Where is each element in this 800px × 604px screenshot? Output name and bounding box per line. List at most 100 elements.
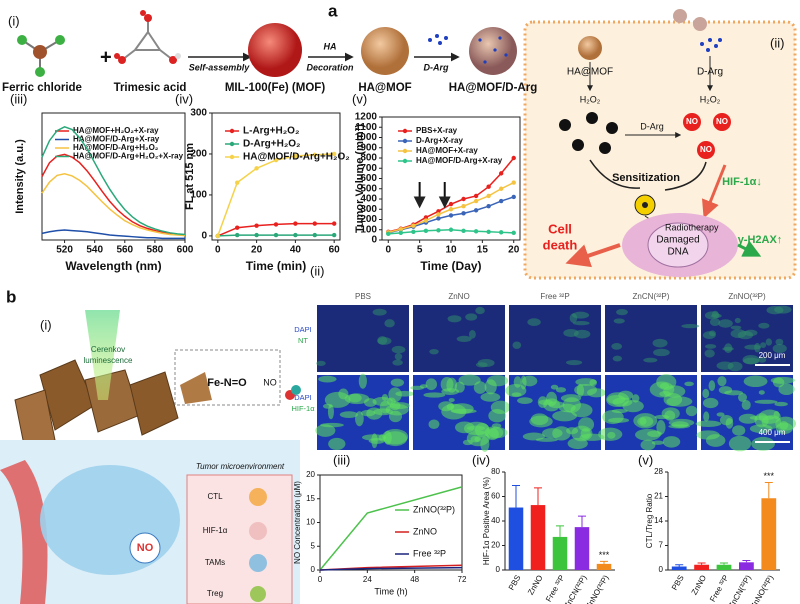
texture xyxy=(391,345,406,354)
panel-label: (i) xyxy=(8,13,20,28)
texture xyxy=(758,390,765,395)
legend-label: HA@MOF/D-Arg+H₂O₂+X-ray xyxy=(73,152,184,161)
y-tick-label: 400 xyxy=(360,194,377,205)
point xyxy=(312,221,317,226)
point xyxy=(254,166,259,171)
y-tick-label: 21 xyxy=(654,492,663,501)
texture xyxy=(730,329,747,339)
texture xyxy=(328,437,346,450)
y-tick-label: 0 xyxy=(496,565,501,574)
texture xyxy=(728,435,752,452)
texture xyxy=(616,309,628,316)
no-label: NO xyxy=(700,145,712,154)
texture xyxy=(428,419,440,429)
series-line xyxy=(41,229,185,240)
texture xyxy=(754,413,769,428)
point xyxy=(436,212,441,217)
texture xyxy=(550,384,559,390)
texture xyxy=(458,374,481,386)
bar xyxy=(671,566,687,570)
panel-label: (iv) xyxy=(175,91,193,106)
texture xyxy=(574,383,598,396)
texture xyxy=(410,385,425,390)
y-tick-label: 100 xyxy=(360,224,377,235)
series-line xyxy=(388,157,515,233)
texture xyxy=(324,391,351,408)
x-tick-label: ZnCN(³²P) xyxy=(562,573,588,604)
texture xyxy=(552,410,577,422)
label: Cerenkov xyxy=(91,345,125,354)
texture xyxy=(372,308,387,316)
texture xyxy=(734,317,741,324)
bar xyxy=(596,563,612,570)
plot-frame xyxy=(211,112,341,241)
label: DNA xyxy=(667,247,688,258)
bar xyxy=(761,498,777,570)
error-bar xyxy=(600,560,608,564)
x-tick-label: 5 xyxy=(417,245,423,256)
point xyxy=(436,209,441,214)
column-label: PBS xyxy=(355,292,371,301)
texture xyxy=(685,405,698,417)
texture xyxy=(775,422,793,435)
texture xyxy=(774,305,792,314)
column-label: ZnNO(³²P) xyxy=(728,292,766,301)
point xyxy=(436,216,441,221)
point xyxy=(473,198,479,204)
point xyxy=(511,180,516,185)
micrographs xyxy=(315,305,797,452)
x-tick-label: Free ³²P xyxy=(544,574,566,604)
point xyxy=(473,208,479,213)
step-label: HA xyxy=(324,41,337,51)
bar xyxy=(508,507,524,570)
texture xyxy=(480,392,501,402)
point xyxy=(511,155,516,161)
point xyxy=(273,232,279,238)
texture xyxy=(774,401,788,407)
error-bar xyxy=(697,562,706,565)
legend-label: D-Arg+X-ray xyxy=(416,136,463,145)
label: NO xyxy=(137,542,154,554)
texture xyxy=(358,373,367,389)
diagram-b-art xyxy=(0,310,301,604)
texture xyxy=(475,306,485,315)
x-tick-label: 0 xyxy=(385,245,391,256)
texture xyxy=(732,425,746,436)
texture xyxy=(522,432,546,441)
x-tick-label: ZnNO xyxy=(526,574,544,597)
texture xyxy=(716,412,725,417)
x-tick-label: 520 xyxy=(56,245,73,256)
row-label: NT xyxy=(298,336,308,345)
error-bar xyxy=(512,484,520,508)
texture xyxy=(702,397,719,409)
texture xyxy=(394,353,403,361)
step-label: Self-assembly xyxy=(189,62,251,72)
texture xyxy=(684,381,694,387)
step-label: Decoration xyxy=(306,62,354,72)
point xyxy=(235,180,240,185)
x-axis-label: Time (h) xyxy=(374,586,407,596)
legend-label: HA@MOF/D-Arg+X-ray xyxy=(73,135,160,144)
point xyxy=(461,203,466,209)
texture xyxy=(361,434,387,441)
x-tick-label: ZnCN(³²P) xyxy=(727,573,753,604)
texture xyxy=(719,415,733,426)
label: NO xyxy=(263,377,277,387)
y-axis-label: Intensity (a.u.) xyxy=(14,139,26,214)
texture xyxy=(468,330,476,339)
label: luminescence xyxy=(84,356,133,365)
x-tick-label: 540 xyxy=(86,245,103,256)
series-line xyxy=(41,125,186,236)
error-bar xyxy=(578,515,586,528)
texture xyxy=(772,377,785,388)
y-tick-label: 10 xyxy=(306,518,315,527)
y-tick-label: 0 xyxy=(201,231,207,242)
point xyxy=(398,230,404,236)
texture xyxy=(448,398,455,403)
point xyxy=(511,194,516,200)
texture xyxy=(749,424,773,434)
x-tick-label: PBS xyxy=(507,574,523,592)
legend-label: D-Arg+H₂O₂ xyxy=(243,139,301,150)
bar xyxy=(530,505,546,570)
texture xyxy=(681,324,700,329)
